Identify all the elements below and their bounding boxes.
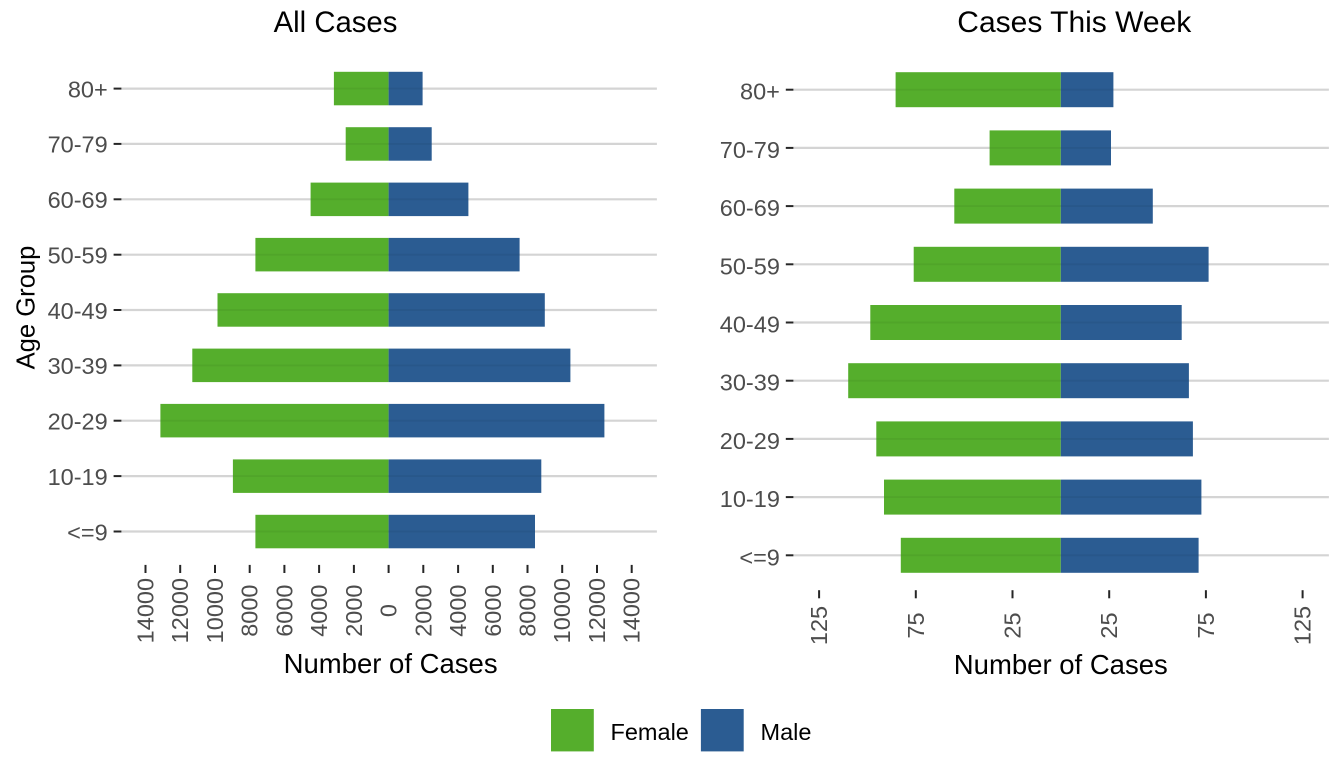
svg-text:8000: 8000 [237, 585, 263, 637]
svg-text:40-49: 40-49 [720, 312, 780, 338]
svg-text:20-29: 20-29 [48, 409, 108, 435]
svg-text:10-19: 10-19 [720, 486, 780, 512]
svg-text:4000: 4000 [306, 585, 332, 637]
svg-text:Age Group: Age Group [13, 246, 41, 370]
svg-text:14000: 14000 [133, 578, 159, 643]
svg-text:60-69: 60-69 [720, 195, 780, 221]
svg-text:Cases This Week: Cases This Week [957, 6, 1192, 39]
svg-text:25: 25 [1096, 612, 1122, 638]
svg-text:Number of Cases: Number of Cases [284, 648, 498, 679]
svg-text:50-59: 50-59 [720, 253, 780, 279]
svg-text:10000: 10000 [549, 578, 575, 643]
svg-text:70-79: 70-79 [720, 137, 780, 163]
svg-text:80+: 80+ [740, 79, 780, 105]
svg-text:75: 75 [903, 612, 929, 638]
svg-text:6000: 6000 [480, 585, 506, 637]
svg-text:80+: 80+ [68, 76, 108, 102]
svg-text:30-39: 30-39 [720, 370, 780, 396]
svg-text:75: 75 [1193, 612, 1219, 638]
svg-text:8000: 8000 [515, 585, 541, 637]
svg-text:4000: 4000 [445, 585, 471, 637]
svg-text:10000: 10000 [202, 578, 228, 643]
svg-text:25: 25 [1000, 612, 1026, 638]
svg-text:20-29: 20-29 [720, 428, 780, 454]
svg-text:0: 0 [376, 604, 402, 617]
svg-text:Female: Female [611, 719, 689, 745]
svg-text:2000: 2000 [410, 585, 436, 637]
svg-text:14000: 14000 [619, 578, 645, 643]
svg-text:<=9: <=9 [67, 519, 108, 545]
svg-text:40-49: 40-49 [48, 298, 108, 324]
svg-text:Male: Male [761, 719, 812, 745]
svg-text:70-79: 70-79 [48, 132, 108, 158]
svg-text:50-59: 50-59 [48, 243, 108, 269]
svg-text:<=9: <=9 [739, 544, 780, 570]
svg-text:6000: 6000 [271, 585, 297, 637]
svg-text:125: 125 [806, 606, 832, 645]
svg-text:30-39: 30-39 [48, 353, 108, 379]
svg-text:60-69: 60-69 [48, 187, 108, 213]
svg-text:12000: 12000 [167, 578, 193, 643]
svg-text:125: 125 [1290, 606, 1316, 645]
svg-text:12000: 12000 [584, 578, 610, 643]
svg-text:All Cases: All Cases [274, 6, 398, 39]
svg-text:Number of Cases: Number of Cases [954, 649, 1168, 680]
svg-text:10-19: 10-19 [48, 464, 108, 490]
svg-text:2000: 2000 [341, 585, 367, 637]
